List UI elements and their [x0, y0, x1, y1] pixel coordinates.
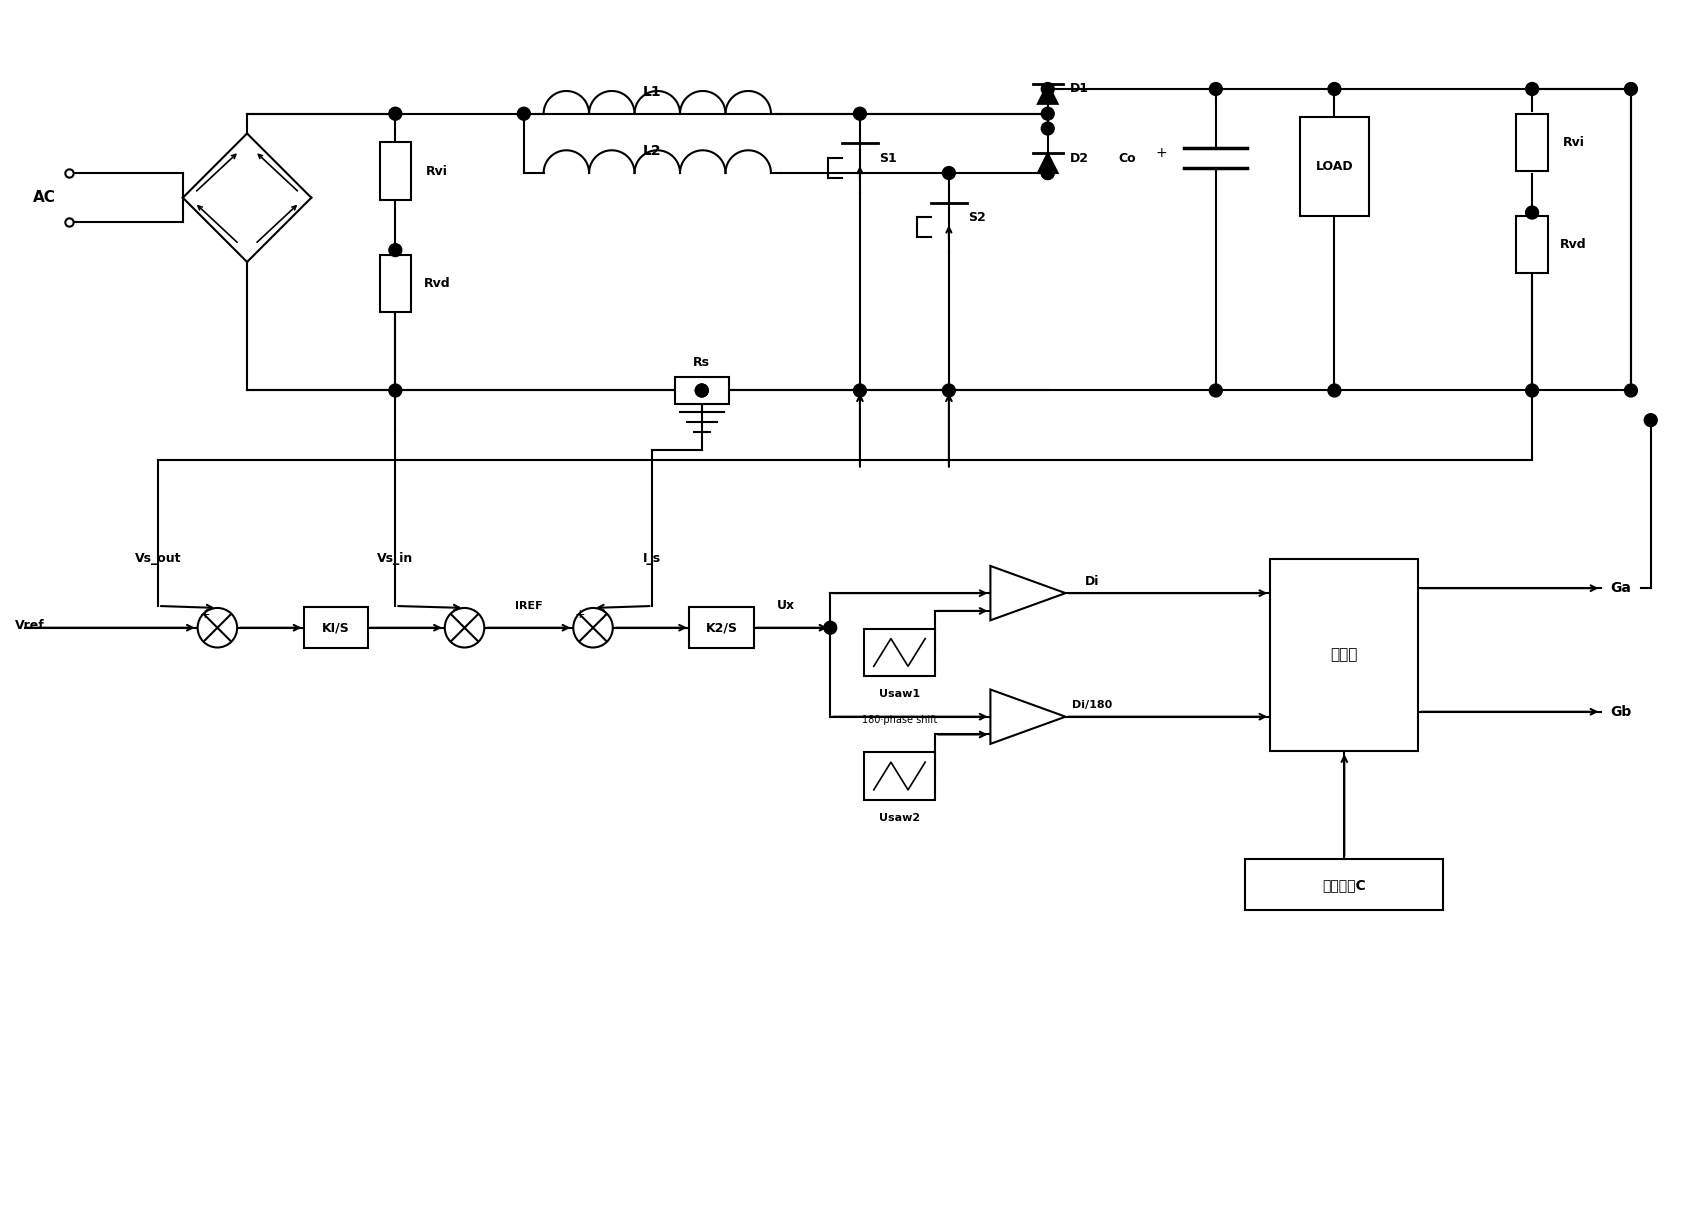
- Text: 180·phase shift: 180·phase shift: [862, 715, 937, 725]
- Circle shape: [1041, 82, 1053, 95]
- Bar: [690, 606, 753, 649]
- Text: S1: S1: [877, 152, 896, 164]
- Text: LOAD: LOAD: [1314, 159, 1352, 173]
- Bar: [864, 753, 934, 800]
- Text: Co: Co: [1118, 152, 1135, 164]
- Circle shape: [389, 108, 401, 120]
- Text: K2/S: K2/S: [705, 621, 737, 634]
- Text: -: -: [227, 609, 232, 621]
- Circle shape: [444, 608, 485, 647]
- Bar: [864, 628, 934, 676]
- Text: AC: AC: [32, 190, 56, 205]
- Text: +: +: [1156, 146, 1166, 161]
- Circle shape: [1041, 167, 1053, 180]
- Bar: [304, 606, 369, 649]
- Polygon shape: [1038, 153, 1057, 173]
- Text: Usaw1: Usaw1: [879, 689, 920, 699]
- Text: +: +: [200, 609, 210, 621]
- Text: -: -: [603, 609, 608, 621]
- Polygon shape: [990, 565, 1065, 621]
- Polygon shape: [990, 690, 1065, 744]
- Bar: [1299, 117, 1369, 215]
- Circle shape: [198, 608, 237, 647]
- Text: Di: Di: [1084, 575, 1099, 588]
- Text: S2: S2: [968, 211, 985, 223]
- Bar: [1244, 859, 1442, 911]
- Text: +: +: [575, 609, 586, 621]
- Text: Di/180: Di/180: [1072, 699, 1111, 710]
- Bar: [1516, 215, 1547, 273]
- Circle shape: [1209, 82, 1222, 95]
- Polygon shape: [1038, 85, 1057, 104]
- Circle shape: [574, 608, 613, 647]
- Text: D2: D2: [1069, 152, 1089, 164]
- Text: Rvd: Rvd: [423, 277, 451, 290]
- Circle shape: [695, 384, 708, 397]
- Text: Vref: Vref: [15, 620, 44, 632]
- Text: Usaw2: Usaw2: [879, 813, 920, 823]
- Text: Gb: Gb: [1610, 704, 1630, 719]
- Bar: [1516, 114, 1547, 172]
- Text: Rs: Rs: [693, 356, 710, 370]
- Circle shape: [942, 167, 954, 180]
- Text: D1: D1: [1069, 82, 1089, 95]
- Text: Rvi: Rvi: [1562, 135, 1584, 149]
- Text: 选择信号C: 选择信号C: [1321, 878, 1366, 892]
- Text: Rvi: Rvi: [425, 164, 447, 178]
- Circle shape: [1041, 122, 1053, 135]
- Circle shape: [1524, 207, 1538, 219]
- Text: Vs_out: Vs_out: [135, 552, 181, 565]
- Circle shape: [823, 621, 836, 634]
- Circle shape: [854, 108, 865, 120]
- Bar: [379, 255, 411, 313]
- Text: L1: L1: [642, 85, 661, 99]
- Circle shape: [1209, 384, 1222, 397]
- Circle shape: [1524, 384, 1538, 397]
- Circle shape: [1328, 82, 1340, 95]
- Circle shape: [1623, 82, 1637, 95]
- Bar: [1270, 558, 1417, 751]
- Text: IREF: IREF: [516, 600, 543, 611]
- Text: Vs_in: Vs_in: [377, 552, 413, 565]
- Circle shape: [942, 384, 954, 397]
- Circle shape: [854, 384, 865, 397]
- Circle shape: [695, 384, 708, 397]
- Circle shape: [389, 384, 401, 397]
- Circle shape: [1644, 413, 1656, 426]
- Circle shape: [1041, 108, 1053, 120]
- Circle shape: [1041, 167, 1053, 180]
- Text: Ga: Ga: [1610, 581, 1630, 596]
- Bar: [674, 377, 729, 405]
- Circle shape: [1524, 82, 1538, 95]
- Text: Ux: Ux: [777, 599, 794, 612]
- Circle shape: [389, 244, 401, 256]
- Text: KI/S: KI/S: [323, 621, 350, 634]
- Text: I_s: I_s: [644, 552, 661, 565]
- Text: L2: L2: [642, 144, 661, 158]
- Circle shape: [517, 108, 529, 120]
- Circle shape: [1623, 384, 1637, 397]
- Text: 选择器: 选择器: [1330, 647, 1357, 662]
- Circle shape: [1328, 384, 1340, 397]
- Text: Rvd: Rvd: [1560, 238, 1586, 251]
- Bar: [379, 143, 411, 199]
